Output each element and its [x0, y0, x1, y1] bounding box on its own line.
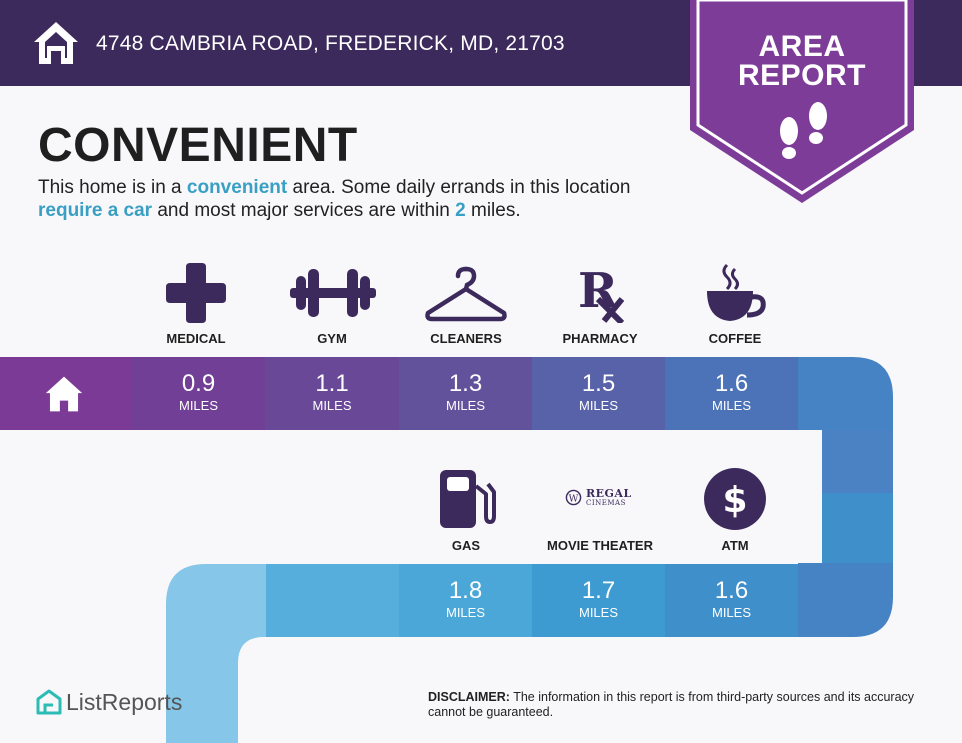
- regal-cinemas-logo: W REGAL CINEMAS: [565, 487, 639, 509]
- listreports-brand: ListReports: [66, 689, 183, 715]
- disclaimer-text: The information in this report is from t…: [428, 690, 915, 719]
- desc-highlight: convenient: [186, 177, 288, 198]
- rx-icon: R: [578, 263, 624, 323]
- distance-cell-atm: 1.6 MILES: [665, 564, 798, 637]
- distance-unit: MILES: [445, 398, 485, 413]
- amenity-label-coffee: COFFEE: [708, 331, 762, 346]
- distance-value: 1.7: [581, 577, 616, 604]
- amenity-label-medical: MEDICAL: [166, 331, 226, 346]
- svg-text:$: $: [722, 480, 747, 521]
- amenity-label-cleaners: CLEANERS: [430, 331, 502, 346]
- disclaimer-label: DISCLAIMER:: [428, 690, 510, 704]
- regal-logo-text: REGAL: [586, 487, 632, 500]
- distance-unit: MILES: [711, 398, 751, 413]
- distance-cell-movie-theater: 1.7 MILES: [532, 564, 665, 637]
- dollar-circle-icon: $: [704, 468, 766, 530]
- house-icon: [45, 376, 83, 412]
- distance-value: 1.6: [714, 577, 749, 604]
- medical-cross-icon: [166, 263, 226, 323]
- page-title: CONVENIENT: [38, 119, 358, 172]
- amenity-label-atm: ATM: [721, 538, 749, 553]
- distance-value: 1.8: [448, 577, 483, 604]
- coffee-cup-icon: [707, 263, 766, 321]
- distance-cell-pharmacy: 1.5 MILES: [532, 357, 665, 430]
- distance-cell-gym: 1.1 MILES: [265, 357, 399, 430]
- amenity-label-pharmacy: PHARMACY: [562, 331, 638, 346]
- distance-value: 1.1: [315, 370, 349, 397]
- desc-part: miles.: [465, 200, 521, 221]
- listreports-logo-icon: [36, 689, 62, 715]
- distance-unit: MILES: [711, 605, 751, 620]
- amenity-label-movie-theater: MOVIE THEATER: [547, 538, 653, 553]
- distance-value: 1.6: [714, 370, 749, 397]
- svg-text:W: W: [569, 493, 579, 504]
- distance-unit: MILES: [312, 398, 352, 413]
- desc-part: and most major services are within: [152, 200, 456, 221]
- regal-logo-subtext: CINEMAS: [586, 499, 626, 507]
- distance-unit: MILES: [178, 398, 218, 413]
- property-address: 4748 CAMBRIA ROAD, FREDERICK, MD, 21703: [96, 32, 565, 55]
- distance-cell-coffee: 1.6 MILES: [665, 357, 798, 430]
- distance-unit: MILES: [578, 398, 618, 413]
- house-icon: [34, 22, 78, 64]
- distance-value: 1.5: [581, 370, 616, 397]
- area-report-badge: [690, 0, 914, 203]
- distance-cell-cleaners: 1.3 MILES: [399, 357, 532, 430]
- footprints-icon: [780, 102, 827, 159]
- gas-pump-icon: [440, 470, 496, 528]
- badge-line-report: REPORT: [737, 59, 866, 92]
- desc-part: This home is in a: [38, 177, 187, 198]
- desc-highlight: require a car: [38, 200, 153, 221]
- distance-value: 1.3: [448, 370, 483, 397]
- amenity-label-gas: GAS: [451, 538, 481, 553]
- summary-description: This home is in a convenient area. Some …: [38, 176, 678, 222]
- distance-value: 0.9: [181, 370, 216, 397]
- desc-part: area. Some daily errands in this locatio…: [287, 177, 631, 198]
- desc-highlight: 2: [455, 200, 466, 221]
- amenity-label-gym: GYM: [317, 331, 347, 346]
- dumbbell-icon: [290, 269, 376, 317]
- hanger-icon: [425, 266, 507, 322]
- distance-unit: MILES: [445, 605, 485, 620]
- home-cell: [0, 357, 132, 430]
- distance-cell-medical: 0.9 MILES: [132, 357, 265, 430]
- distance-cell-gas: 1.8 MILES: [399, 564, 532, 637]
- distance-unit: MILES: [578, 605, 618, 620]
- badge-line-area: AREA: [758, 30, 846, 63]
- disclaimer: DISCLAIMER: The information in this repo…: [428, 690, 928, 720]
